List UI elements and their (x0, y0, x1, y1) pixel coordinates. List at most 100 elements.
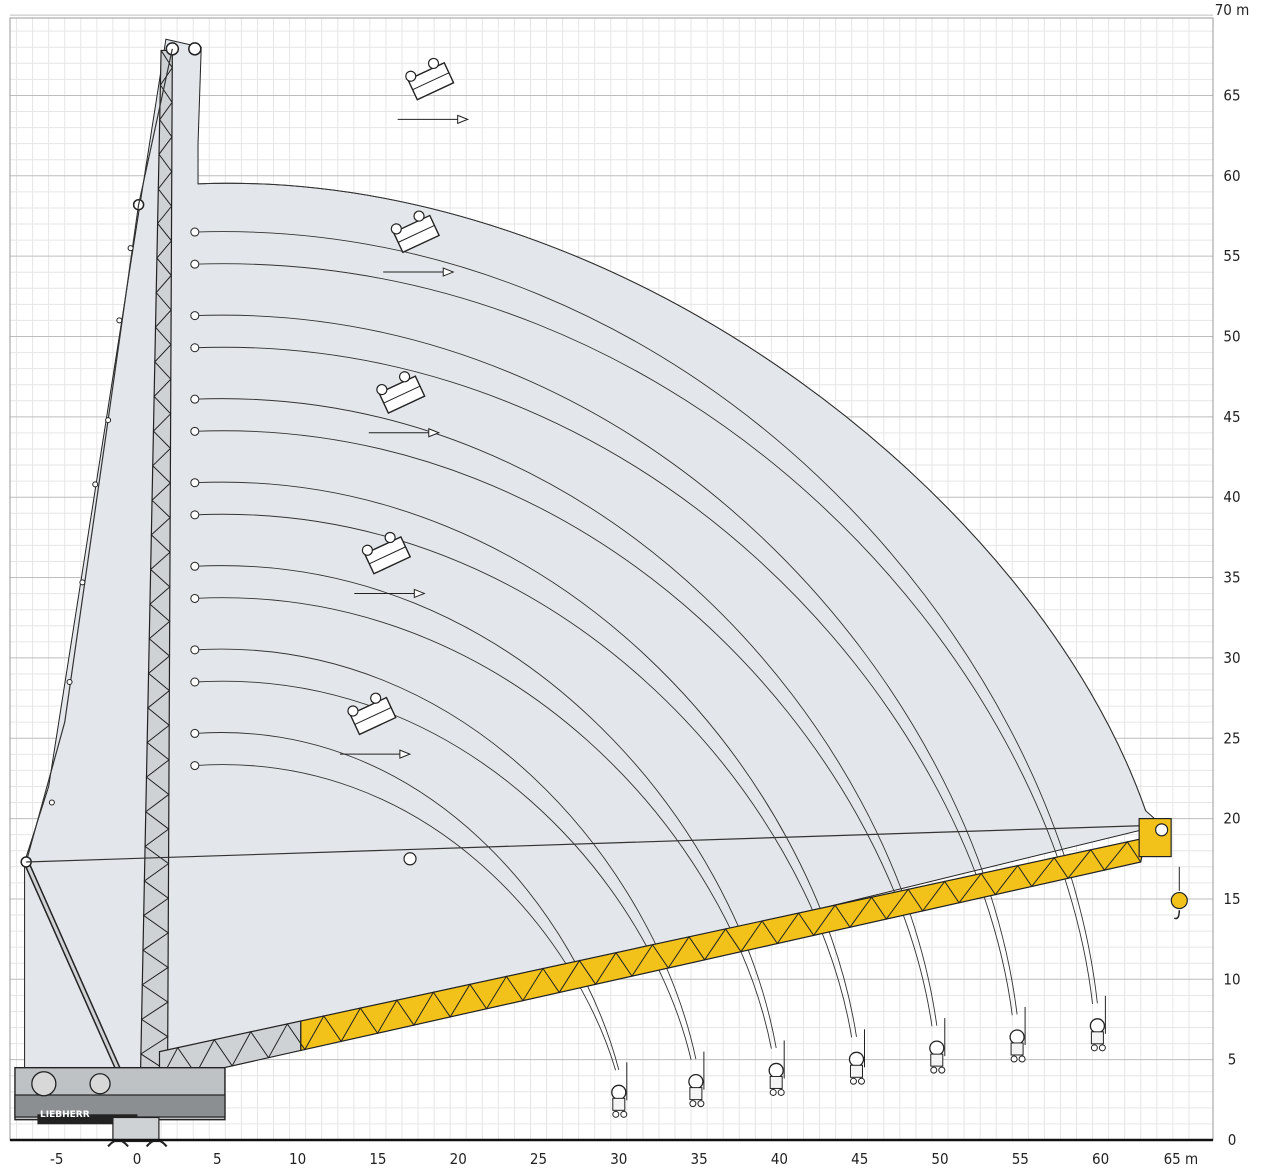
y-tick-label: 60 (1223, 167, 1240, 185)
x-tick-label: 25 (530, 1150, 547, 1168)
operator-cabs (339, 57, 470, 759)
hook-block (688, 1073, 704, 1090)
radius-arc (194, 231, 1098, 1004)
x-tick-label: -5 (50, 1150, 63, 1168)
outer-radius-arc (198, 182, 1146, 811)
operator-cab (405, 57, 455, 101)
hook-body (1010, 1042, 1024, 1056)
hook-wheel (1090, 1044, 1098, 1052)
y-tick-label: 65 (1223, 86, 1240, 104)
operator-cab (361, 531, 412, 575)
backstay-joint (48, 799, 55, 806)
radius-arc (194, 764, 617, 1071)
x-tick-label: 55 (1012, 1150, 1029, 1168)
hook-wheel (777, 1088, 785, 1096)
cab-sheave (390, 223, 402, 235)
x-tick-label: 30 (610, 1150, 627, 1168)
hook-wheel (849, 1077, 857, 1085)
y-axis-labels: 0 5 10 15 20 25 30 35 40 45 50 55 60 65 70 m (1215, 1, 1250, 1149)
boom-tie (26, 824, 1162, 863)
hook-wheel (930, 1066, 938, 1074)
cab-arrowhead (413, 588, 426, 599)
mast-head-sheave (188, 42, 202, 56)
x-axis-labels: -5 0 5 10 15 20 25 30 35 40 45 50 55 60 65 m (50, 1150, 1198, 1168)
mast-hook-mark (190, 343, 200, 353)
cab-sheave (370, 692, 382, 704)
mast-hook-mark (190, 259, 200, 269)
hook-body (930, 1053, 944, 1067)
y-tick-label: 0 (1228, 1131, 1237, 1149)
cab-frame (354, 707, 392, 725)
hook-block (1089, 1018, 1106, 1034)
y-tick-label: 20 (1223, 810, 1240, 828)
mast-hook-mark (190, 561, 200, 571)
backstay-joint (92, 481, 99, 488)
cab-arrowhead (399, 749, 412, 759)
x-tick-label: 0 (133, 1150, 142, 1168)
mast-hook-mark (190, 311, 200, 321)
mast-lattice (139, 50, 173, 1090)
tip-hook (1174, 910, 1181, 920)
radius-arc (194, 314, 1018, 1015)
mast-hook-mark (190, 426, 200, 436)
crane-base (14, 1066, 226, 1148)
cab-frame (383, 385, 421, 404)
tip-hook-block (1170, 891, 1188, 910)
cab-frame (397, 225, 435, 243)
luffing-jib (158, 817, 1188, 1083)
hook-wheel (689, 1100, 697, 1108)
hook-body (689, 1087, 703, 1101)
cab-arrowhead (457, 114, 470, 125)
hook-body (849, 1064, 863, 1078)
boom-head (1138, 817, 1172, 858)
a-frame-strut-core (24, 861, 123, 1077)
boom-head-sheave (1155, 823, 1169, 837)
cab-sheave (361, 544, 374, 556)
y-tick-label: 55 (1223, 247, 1240, 265)
mast-hook-mark (190, 478, 200, 488)
cab-arrowhead (442, 267, 455, 277)
y-tick-label: 35 (1223, 569, 1240, 587)
winch-drum (89, 1073, 111, 1095)
hook-wheel (1010, 1055, 1018, 1063)
hook-wheel (697, 1100, 705, 1108)
y-tick-label: 45 (1223, 408, 1240, 426)
hook-block (929, 1040, 945, 1056)
cab-arrowhead (428, 428, 441, 438)
x-tick-label: 10 (289, 1150, 306, 1168)
operator-cab (376, 371, 426, 414)
y-tick-label: 40 (1223, 488, 1240, 506)
operator-cab (347, 692, 397, 736)
x-tick-label: 20 (450, 1150, 467, 1168)
x-tick-label: 50 (931, 1150, 948, 1168)
hook-wheel (857, 1077, 865, 1085)
mast-hook-mark (190, 677, 200, 687)
backstay-joint (105, 417, 112, 424)
radius-arc (194, 597, 772, 1049)
x-tick-label: 65 m (1164, 1150, 1199, 1168)
mast-hook-mark (190, 645, 200, 655)
hook-wheel (620, 1110, 628, 1118)
mast-hook-mark (190, 394, 200, 404)
brand-label: LIEBHERR (40, 1110, 90, 1120)
mast-hook-mark (190, 761, 200, 771)
hook-block (768, 1062, 784, 1079)
x-tick-label: 35 (691, 1150, 708, 1168)
backstay-joint (116, 317, 123, 324)
hook-wheel (612, 1110, 620, 1118)
x-tick-label: 45 (851, 1150, 868, 1168)
y-tick-label: 5 (1228, 1051, 1237, 1069)
x-tick-label: 5 (213, 1150, 222, 1168)
boom-lattice (159, 840, 1142, 1083)
hook-body (1090, 1031, 1104, 1045)
y-tick-label: 15 (1223, 890, 1240, 908)
cab-frame (412, 72, 450, 91)
brand-plate (37, 1114, 138, 1125)
radius-arc (194, 732, 620, 1070)
base-pedestal (112, 1116, 160, 1143)
mast-hook-mark (190, 593, 200, 603)
cab-sheave (376, 383, 388, 396)
mast-hook-mark (190, 510, 200, 520)
radius-arc (194, 263, 1094, 1005)
